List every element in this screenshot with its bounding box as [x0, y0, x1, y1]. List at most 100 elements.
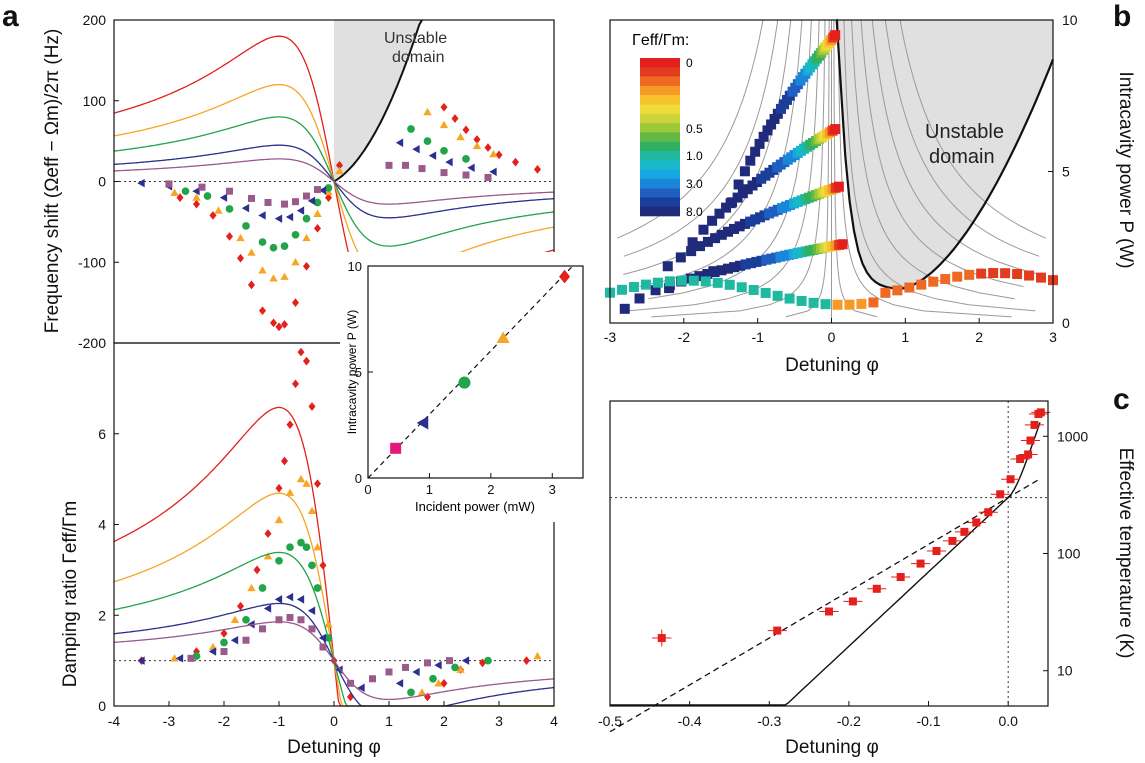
point-a-bottom-orange [296, 474, 306, 483]
data-point-b [762, 125, 773, 136]
data-point-c [1024, 450, 1033, 459]
xtick-label-a: 3 [495, 713, 503, 729]
data-point-b [688, 275, 699, 286]
data-point-b [676, 275, 687, 286]
point-a-bottom-purple [259, 625, 266, 633]
point-a-top-orange [192, 193, 201, 201]
data-point-b [988, 268, 999, 279]
point-a-bottom-purple [369, 675, 376, 683]
point-a-bottom-navy [175, 654, 184, 663]
xtick-label-b: 0 [828, 329, 836, 345]
point-a-top-navy [274, 214, 283, 223]
point-a-top-purple [385, 161, 393, 169]
point-a-top-green [302, 214, 311, 223]
ytick-label-a-bottom: 4 [98, 517, 106, 533]
panel-c-ylabel: Effective temperature (K) [1115, 448, 1136, 659]
point-a-bottom-orange [263, 552, 273, 560]
colorbar-segment [640, 206, 680, 217]
colorbar-segment [640, 141, 680, 152]
ytick-label-a-bottom: 6 [98, 426, 106, 442]
point-a-top-orange [313, 209, 322, 217]
point-a-top-green [440, 146, 448, 155]
point-a-bottom-purple [286, 614, 294, 622]
ytick-label-b: 0 [1062, 315, 1070, 331]
unstable-domain-label-b-line2: domain [929, 146, 995, 168]
data-point-b [732, 192, 743, 203]
unstable-domain-label-a-line1: Unstable [384, 30, 447, 47]
data-point-c [1006, 475, 1015, 484]
point-a-top-orange [335, 166, 344, 175]
point-a-top-red [512, 157, 519, 167]
point-a-top-green [242, 222, 250, 230]
point-a-top-orange [269, 274, 278, 282]
data-point-b [880, 287, 891, 298]
point-a-bottom-red [275, 483, 283, 493]
point-a-top-orange [247, 248, 256, 256]
data-point-c [825, 607, 833, 616]
point-a-bottom-navy [335, 665, 343, 674]
data-point-b [952, 271, 963, 282]
legend-label-8.0: 8.0 [686, 205, 703, 219]
point-a-bottom-navy [285, 592, 294, 602]
panel-a-bottom-frame [113, 342, 555, 707]
point-a-bottom-green [407, 688, 415, 697]
point-a-bottom-navy [357, 683, 365, 693]
stability-boundary-a [333, 19, 423, 183]
inset-ytick-label: 10 [348, 259, 362, 274]
point-a-top-red [314, 223, 321, 233]
panel-b-colorbar-legend: Γeff/Γm: 0 0.5 1.0 3.0 8.0 [632, 32, 703, 219]
point-a-top-red [193, 199, 200, 209]
point-a-top-red [473, 135, 481, 144]
data-point-b [754, 138, 765, 149]
point-a-bottom-green [302, 543, 311, 552]
point-a-top-red [484, 143, 492, 152]
data-point-b [760, 287, 771, 298]
point-a-top-green [258, 238, 267, 246]
data-point-c [916, 559, 925, 568]
data-point-b [940, 274, 951, 285]
data-point-b [784, 293, 795, 304]
point-a-bottom-green [275, 556, 283, 565]
inset-ytick-label: 0 [355, 471, 362, 486]
point-a-top-orange [472, 141, 482, 150]
colorbar-segment [640, 67, 680, 77]
data-point-b [1024, 270, 1035, 281]
point-a-bottom-red [237, 601, 244, 611]
point-a-top-red [275, 322, 283, 332]
contour-line-left [623, 19, 779, 257]
data-point-b [686, 246, 697, 257]
inset-xtick-label: 2 [487, 482, 494, 497]
point-a-top-green [280, 242, 289, 250]
point-a-top-green [462, 155, 470, 163]
data-point-b [832, 299, 843, 310]
inset-ylabel: Intracavity power P (W) [345, 310, 359, 434]
point-a-top-green [203, 192, 212, 200]
data-point-b [844, 299, 855, 310]
ytick-label-a-top: 0 [98, 174, 106, 190]
point-a-top-orange [214, 206, 223, 214]
point-a-bottom-red [253, 565, 261, 575]
colorbar-segment [640, 95, 680, 105]
panel-c-xlabel: Detuning φ [785, 737, 879, 758]
data-point-c [972, 518, 981, 527]
inset-xtick-label: 0 [364, 482, 371, 497]
point-a-top-navy [412, 145, 420, 154]
point-a-top-orange [302, 233, 311, 242]
point-a-bottom-orange [285, 488, 295, 496]
point-a-bottom-green [324, 634, 333, 642]
colorbar-segment [640, 197, 680, 207]
point-a-bottom-purple [242, 636, 250, 644]
data-point-b [833, 181, 844, 192]
xtick-label-c: -0.2 [837, 713, 861, 729]
ytick-label-c: 1000 [1057, 428, 1088, 444]
data-point-b [1012, 269, 1023, 280]
data-point-c [984, 508, 993, 517]
point-a-top-navy [219, 193, 228, 202]
xtick-label-a: -1 [273, 713, 286, 729]
point-a-bottom-navy [307, 606, 316, 615]
panel-a-top-ylabel: Frequency shift (Ωeff − Ωm)/2π (Hz) [42, 29, 63, 334]
point-a-top-green [313, 198, 322, 207]
colorbar-segment [640, 76, 680, 87]
colorbar-segment [640, 151, 680, 161]
point-a-top-navy [296, 206, 305, 215]
